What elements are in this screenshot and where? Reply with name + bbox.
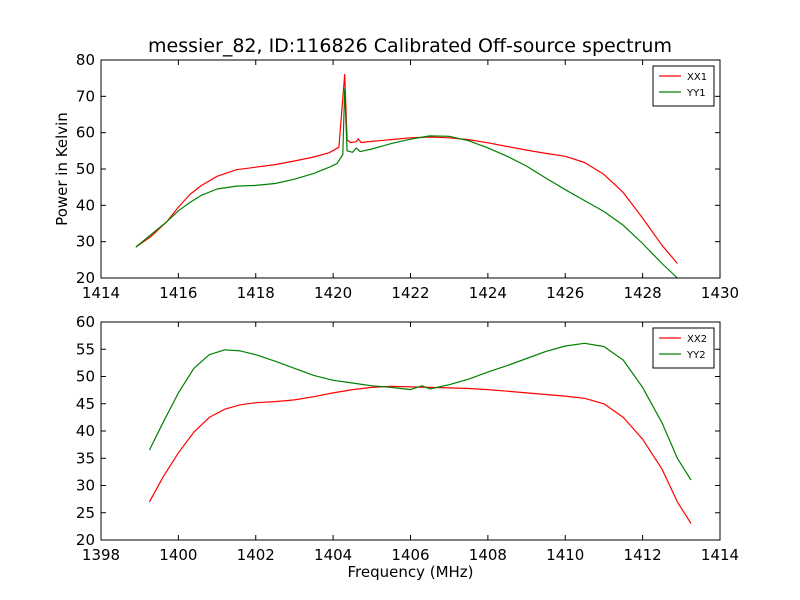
y-tick-label: 30 (76, 233, 95, 251)
x-tick-label: 1430 (701, 284, 739, 302)
y-tick-label: 55 (76, 340, 95, 358)
y-tick-label: 20 (76, 269, 95, 287)
legend-label-xx2: XX2 (687, 334, 707, 345)
y-tick-label: 35 (76, 449, 95, 467)
series-line-xx1 (135, 73, 678, 264)
series-line-xx2 (148, 385, 692, 524)
y-tick-label: 40 (76, 422, 95, 440)
y-tick-label: 45 (76, 395, 95, 413)
x-tick-label: 1406 (391, 546, 429, 564)
y-tick-label: 25 (76, 504, 95, 522)
y-tick-label: 50 (76, 368, 95, 386)
plot-top: 1414 1416 1418 1420 1422 1424 1426 1428 1430 20 30… (53, 51, 739, 302)
x-tick-label: 1412 (624, 546, 662, 564)
legend-label-xx1: XX1 (687, 72, 707, 83)
y-tick-label: 70 (76, 87, 95, 105)
x-tick-label: 1414 (82, 284, 120, 302)
x-axis-label: Frequency (MHz) (347, 563, 473, 581)
y-tick-label: 80 (76, 51, 95, 69)
series-line-yy1 (135, 88, 678, 279)
y-tick-label: 40 (76, 196, 95, 214)
x-tick-label: 1428 (624, 284, 662, 302)
x-tick-label: 1420 (314, 284, 352, 302)
x-tick-label: 1408 (469, 546, 507, 564)
x-tick-label: 1426 (546, 284, 584, 302)
y-axis-label: Power in Kelvin (53, 112, 71, 226)
x-tick-label: 1416 (159, 284, 197, 302)
x-tick-label: 1400 (159, 546, 197, 564)
chart-title: messier_82, ID:116826 Calibrated Off-sou… (148, 35, 672, 57)
y-tick-label: 20 (76, 531, 95, 549)
x-tick-label: 1424 (469, 284, 507, 302)
plot-bottom: 1398 1400 1402 1404 1406 1408 1410 1412 1414 20 25… (76, 313, 739, 581)
plot-frame (100, 59, 721, 279)
x-tick-label: 1404 (314, 546, 352, 564)
legend-label-yy2: YY2 (686, 350, 706, 361)
y-tick-label: 60 (76, 124, 95, 142)
y-tick-label: 50 (76, 160, 95, 178)
y-tick-label: 60 (76, 313, 95, 331)
x-tick-label: 1410 (546, 546, 584, 564)
plot-frame (100, 321, 721, 541)
legend-label-yy1: YY1 (686, 88, 706, 99)
x-tick-label: 1422 (391, 284, 429, 302)
x-tick-label: 1398 (82, 546, 120, 564)
y-tick-label: 30 (76, 477, 95, 495)
series-line-yy2 (148, 342, 692, 481)
x-tick-label: 1418 (237, 284, 275, 302)
x-tick-label: 1414 (701, 546, 739, 564)
x-tick-label: 1402 (237, 546, 275, 564)
